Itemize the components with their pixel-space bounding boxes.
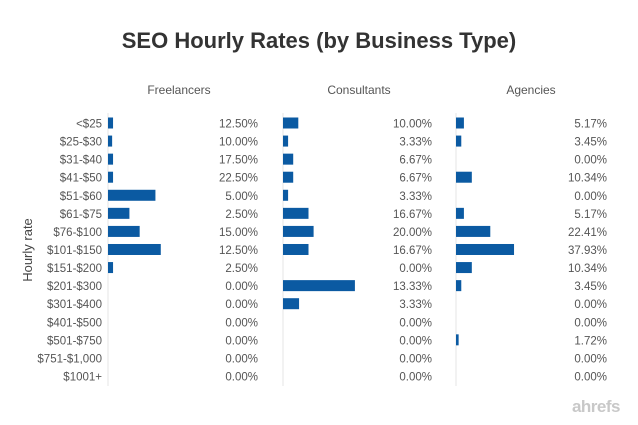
data-label: 3.45% <box>574 137 607 149</box>
data-label: 12.50% <box>219 245 258 257</box>
bar <box>283 298 300 310</box>
data-label: 0.00% <box>225 371 258 383</box>
data-label: 10.00% <box>219 137 258 149</box>
bar <box>283 153 294 165</box>
data-label: 0.00% <box>225 335 258 347</box>
data-label: 2.50% <box>225 209 258 221</box>
panel-header: Freelancers <box>147 83 210 97</box>
bar <box>108 243 161 255</box>
data-label: 0.00% <box>574 299 607 311</box>
category-label: $76-$100 <box>53 227 102 239</box>
category-label: $25-$30 <box>60 137 102 149</box>
bar <box>456 207 464 219</box>
category-label: $51-$60 <box>60 191 102 203</box>
data-label: 0.00% <box>225 281 258 293</box>
y-axis-label: Hourly rate <box>20 218 35 282</box>
data-label: 22.50% <box>219 173 258 185</box>
bar <box>283 243 309 255</box>
bar <box>108 225 140 237</box>
category-label: $301-$400 <box>47 299 102 311</box>
data-label: 2.50% <box>225 263 258 275</box>
data-label: 5.00% <box>225 191 258 203</box>
data-label: 3.33% <box>399 137 432 149</box>
data-label: 0.00% <box>225 317 258 329</box>
bar <box>456 243 515 255</box>
data-label: 0.00% <box>574 155 607 167</box>
data-label: 0.00% <box>399 335 432 347</box>
data-label: 10.00% <box>393 119 432 131</box>
data-label: 3.33% <box>399 191 432 203</box>
data-label: 16.67% <box>393 245 432 257</box>
panel-header: Consultants <box>327 83 390 97</box>
bar <box>283 189 289 201</box>
bar <box>283 207 309 219</box>
data-label: 0.00% <box>399 371 432 383</box>
data-label: 15.00% <box>219 227 258 239</box>
bar <box>456 334 459 346</box>
bar <box>456 135 462 147</box>
data-label: 0.00% <box>399 263 432 275</box>
bar <box>108 153 114 165</box>
data-label: 0.00% <box>574 353 607 365</box>
category-label: $501-$750 <box>47 335 102 347</box>
bar <box>283 280 355 292</box>
bar <box>108 262 114 274</box>
category-label: $401-$500 <box>47 317 102 329</box>
data-label: 22.41% <box>568 227 607 239</box>
data-label: 16.67% <box>393 209 432 221</box>
data-label: 1.72% <box>574 335 607 347</box>
data-label: 0.00% <box>574 191 607 203</box>
data-label: 10.34% <box>568 173 607 185</box>
bar <box>108 207 130 219</box>
data-label: 0.00% <box>399 353 432 365</box>
bar <box>108 189 156 201</box>
data-label: 10.34% <box>568 263 607 275</box>
data-label: 3.45% <box>574 281 607 293</box>
bar <box>283 225 314 237</box>
data-label: 0.00% <box>225 353 258 365</box>
category-label: $201-$300 <box>47 281 102 293</box>
bar <box>283 117 299 129</box>
bar <box>283 171 294 183</box>
data-label: 20.00% <box>393 227 432 239</box>
data-label: 6.67% <box>399 173 432 185</box>
bar <box>108 135 113 147</box>
category-label: <$25 <box>76 119 102 131</box>
category-label: $101-$150 <box>47 245 102 257</box>
data-label: 0.00% <box>574 317 607 329</box>
category-label: $61-$75 <box>60 209 102 221</box>
panel-header: Agencies <box>506 83 555 97</box>
ahrefs-logo: ahrefs <box>571 397 621 416</box>
data-label: 0.00% <box>574 371 607 383</box>
data-label: 6.67% <box>399 155 432 167</box>
data-label: 5.17% <box>574 209 607 221</box>
category-label: $31-$40 <box>60 155 102 167</box>
bar <box>456 262 472 274</box>
category-label: $151-$200 <box>47 263 102 275</box>
bar <box>456 280 462 292</box>
bar <box>456 225 491 237</box>
data-label: 17.50% <box>219 155 258 167</box>
bar <box>108 171 114 183</box>
data-label: 12.50% <box>219 119 258 131</box>
chart-title: SEO Hourly Rates (by Business Type) <box>121 28 517 53</box>
bar <box>456 171 472 183</box>
bar <box>456 117 464 129</box>
data-label: 0.00% <box>225 299 258 311</box>
bar <box>283 135 289 147</box>
data-label: 5.17% <box>574 119 607 131</box>
category-label: $1001+ <box>63 371 102 383</box>
category-label: $751-$1,000 <box>37 353 102 365</box>
category-label: $41-$50 <box>60 173 102 185</box>
bar <box>108 117 114 129</box>
data-label: 13.33% <box>393 281 432 293</box>
data-label: 37.93% <box>568 245 607 257</box>
data-label: 3.33% <box>399 299 432 311</box>
data-label: 0.00% <box>399 317 432 329</box>
